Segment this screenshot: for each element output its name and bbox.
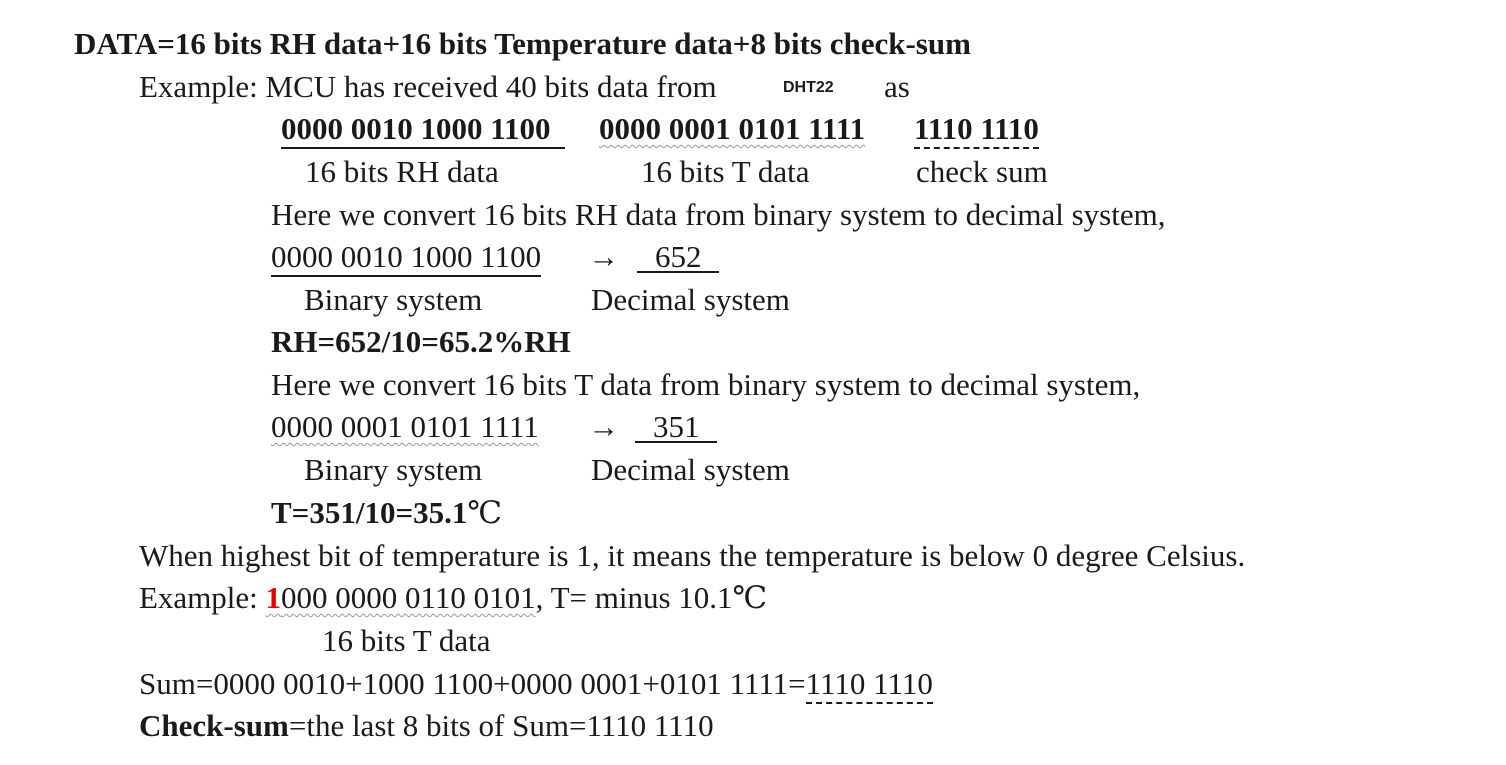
checksum-definition-text: =the last 8 bits of Sum=1110 1110	[288, 708, 714, 743]
heading: DATA=16 bits RH data+16 bits Temperature…	[74, 26, 971, 61]
t-intro: Here we convert 16 bits T data from bina…	[271, 367, 1141, 402]
negative-statement: When highest bit of temperature is 1, it…	[139, 538, 1246, 573]
t-bits-label: 16 bits T data	[641, 154, 810, 189]
sum-expression: Sum=0000 0010+1000 1100+0000 0001+0101 1…	[139, 666, 806, 701]
checksum-bits: 1110 1110	[914, 111, 1039, 149]
rh-decimal: 652	[655, 239, 702, 274]
rh-bits-label: 16 bits RH data	[305, 154, 499, 189]
t-bits-value: 0000 0001 0101 1111	[599, 111, 866, 146]
rh-result: RH=652/10=65.2%RH	[271, 324, 571, 359]
example-prefix: Example: MCU has received 40 bits data f…	[139, 69, 717, 104]
sum-result: 1110 1110	[805, 666, 933, 704]
example-intro: Example: MCU has received 40 bits data f…	[139, 69, 717, 105]
checksum-term: Check-sum	[139, 708, 289, 743]
rh-decimal-label: Decimal system	[591, 282, 790, 317]
checksum-definition: Check-sum=the last 8 bits of Sum=1110 11…	[139, 708, 714, 744]
checksum-label: check sum	[916, 154, 1048, 189]
t-binary: 0000 0001 0101 1111	[271, 409, 539, 445]
t-bits: 0000 0001 0101 1111	[599, 111, 865, 147]
t-decimal-underline	[635, 441, 717, 443]
example-suffix: as	[884, 69, 910, 104]
sensor-name: DHT22	[783, 79, 834, 96]
sum-line: Sum=0000 0010+1000 1100+0000 0001+0101 1…	[139, 666, 933, 704]
t-result-value: T=351/10=35.1	[271, 495, 468, 530]
checksum-bits-value: 1110 1110	[914, 111, 1039, 149]
t-decimal: 351	[653, 409, 700, 444]
t-result: T=351/10=35.1℃	[271, 495, 502, 531]
rh-binary-label: Binary system	[304, 282, 483, 317]
negative-bits-label: 16 bits T data	[322, 623, 491, 658]
t-decimal-label: Decimal system	[591, 452, 790, 487]
negative-bits: 1000 0000 0110 0101	[266, 580, 536, 615]
rh-binary-value: 0000 0010 1000 1100	[271, 239, 542, 277]
rh-decimal-underline	[637, 271, 719, 273]
rh-bits: 0000 0010 1000 1100	[281, 111, 565, 149]
rh-intro: Here we convert 16 bits RH data from bin…	[271, 197, 1166, 232]
sign-bit: 1	[265, 580, 282, 615]
negative-rest-bits: 000 0000 0110 0101	[281, 580, 536, 615]
t-arrow: →	[588, 409, 619, 444]
rh-binary: 0000 0010 1000 1100	[271, 239, 542, 277]
rh-bits-value: 0000 0010 1000 1100	[281, 111, 565, 149]
negative-example: Example: 1000 0000 0110 0101, T= minus 1…	[139, 580, 767, 616]
t-binary-value: 0000 0001 0101 1111	[271, 409, 539, 444]
rh-arrow: →	[588, 239, 619, 274]
t-binary-label: Binary system	[304, 452, 483, 487]
negative-prefix: Example:	[139, 580, 266, 615]
t-result-unit: ℃	[467, 495, 503, 530]
negative-suffix: , T= minus 10.1℃	[535, 580, 768, 615]
